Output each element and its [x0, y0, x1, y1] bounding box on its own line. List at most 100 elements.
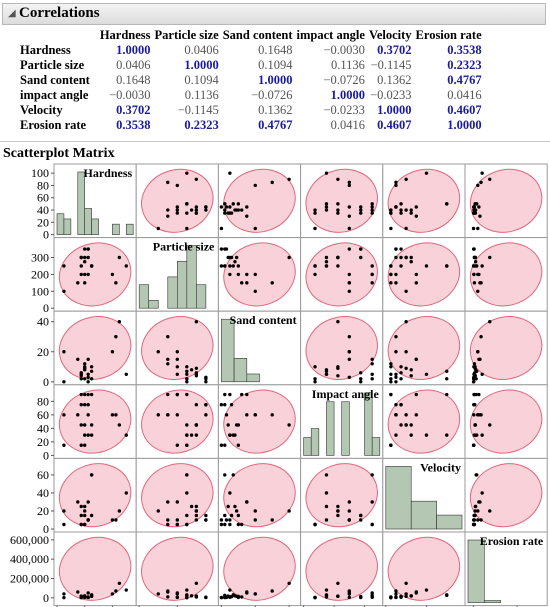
data-point: [476, 289, 480, 293]
correlation-row: Hardness 1.0000 0.0406 0.1648 −0.0030 0.3702 0…: [18, 43, 484, 58]
data-point: [409, 208, 413, 212]
data-point: [245, 392, 249, 397]
data-point: [62, 264, 66, 268]
data-point: [204, 380, 208, 384]
data-point: [347, 350, 352, 354]
data-point: [472, 403, 476, 407]
correlation-cell: 1.0000: [184, 58, 219, 72]
data-point: [475, 202, 479, 206]
data-point: [228, 171, 232, 175]
data-point: [89, 423, 94, 427]
row-label: Velocity: [20, 103, 63, 117]
data-point: [475, 433, 479, 437]
data-point: [389, 380, 393, 384]
data-point: [313, 595, 317, 600]
data-point: [175, 183, 179, 188]
data-point: [472, 362, 477, 366]
data-point: [114, 413, 118, 417]
data-point: [79, 264, 83, 268]
data-point: [245, 214, 249, 218]
correlation-cell: 0.4607: [377, 118, 412, 132]
data-point: [253, 183, 257, 188]
data-point: [394, 592, 398, 596]
data-point: [480, 372, 484, 376]
data-point: [79, 377, 83, 381]
density-ellipse: [469, 389, 543, 454]
data-point: [83, 513, 87, 518]
data-point: [399, 247, 403, 251]
y-tick-label: 40: [37, 421, 49, 435]
data-point: [245, 281, 249, 285]
correlation-cell: 0.1136: [331, 58, 365, 72]
data-point: [194, 211, 199, 215]
y-tick-label: 100: [31, 284, 49, 298]
correlation-cell: −0.1145: [370, 58, 412, 72]
correlations-panel-header[interactable]: ◢ Correlations: [2, 3, 546, 25]
data-point: [389, 226, 393, 231]
data-point: [185, 380, 189, 384]
density-ellipse: [223, 536, 296, 601]
data-point: [359, 208, 363, 212]
data-point: [476, 413, 480, 417]
data-point: [394, 372, 398, 376]
row-label: impact angle: [20, 88, 89, 102]
data-point: [370, 522, 374, 527]
data-point: [79, 423, 83, 427]
data-point: [156, 509, 160, 513]
data-point: [253, 289, 257, 293]
data-point: [194, 504, 199, 509]
correlation-cell: 0.4767: [258, 118, 293, 132]
data-point: [79, 522, 83, 527]
data-point: [404, 350, 408, 354]
data-point: [399, 255, 403, 260]
histogram-bar: [167, 276, 178, 309]
column-header: Velocity: [368, 28, 412, 42]
data-point: [476, 509, 480, 513]
data-point: [287, 509, 291, 513]
data-point: [156, 226, 160, 231]
data-point: [399, 423, 403, 427]
data-point: [86, 255, 90, 260]
data-point: [228, 588, 232, 592]
histogram-bar: [233, 358, 248, 383]
data-point: [189, 208, 194, 212]
y-tick-label: 60: [37, 468, 49, 482]
density-ellipse: [223, 463, 296, 528]
data-point: [424, 433, 429, 437]
data-point: [117, 320, 122, 324]
data-point: [175, 350, 179, 354]
column-header: Hardness: [99, 28, 151, 42]
data-point: [224, 518, 229, 522]
density-ellipse: [58, 316, 132, 380]
data-point: [414, 214, 418, 218]
data-point: [229, 513, 234, 518]
data-point: [240, 522, 244, 527]
data-point: [223, 513, 227, 518]
correlation-cell: 0.1094: [258, 58, 293, 72]
data-point: [399, 365, 403, 369]
data-point: [79, 443, 83, 447]
data-point: [324, 369, 329, 373]
data-point: [336, 208, 340, 212]
histogram-bar: [467, 539, 485, 603]
data-point: [226, 504, 230, 509]
data-point: [488, 320, 492, 324]
data-point: [389, 377, 393, 381]
data-point: [245, 272, 249, 277]
correlation-cell: 1.0000: [330, 88, 365, 102]
data-point: [394, 433, 398, 437]
correlation-cell: 1.0000: [258, 73, 293, 87]
data-point: [86, 357, 90, 361]
density-ellipse: [141, 168, 214, 233]
data-point: [86, 392, 90, 397]
collapse-triangle-icon[interactable]: ◢: [8, 8, 16, 19]
data-point: [89, 365, 94, 369]
density-ellipse: [469, 168, 543, 233]
data-point: [404, 289, 408, 293]
y-tick-label: 80: [37, 394, 49, 408]
data-point: [313, 211, 317, 215]
data-point: [86, 380, 90, 384]
data-point: [185, 588, 189, 592]
data-point: [185, 372, 189, 376]
data-point: [194, 205, 199, 209]
